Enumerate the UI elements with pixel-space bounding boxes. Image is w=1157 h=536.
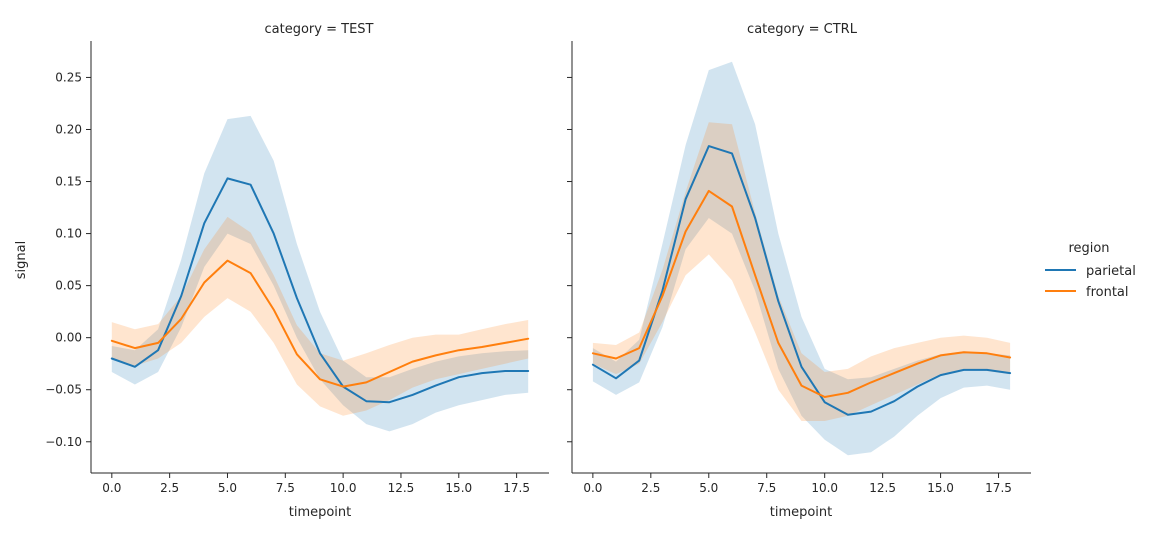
panel-title-test: category = TEST: [265, 22, 374, 37]
series-line-frontal-test: [110, 259, 530, 388]
x-tick-label-test: 0.0: [102, 481, 121, 495]
y-tick-label: 0.25: [55, 70, 82, 84]
x-tick-label-ctrl: 5.0: [699, 481, 718, 495]
panel-ctrl: category = CTRL 0.0 2.5 5.0 7.5 10.0 12.5 15.0…: [567, 22, 1031, 495]
x-tick-label-test: 7.5: [276, 481, 295, 495]
x-tick-label-ctrl: 17.5: [985, 481, 1012, 495]
y-tick-label: 0.05: [55, 279, 82, 293]
x-tick-label-ctrl: 0.0: [583, 481, 602, 495]
series-line-frontal-ctrl: [591, 189, 1012, 398]
legend-label-parietal: parietal: [1086, 264, 1136, 279]
x-axis-label-ctrl: timepoint: [770, 505, 833, 520]
x-tick-label-test: 12.5: [388, 481, 415, 495]
x-tick-label-test: 15.0: [445, 481, 472, 495]
panel-title-ctrl: category = CTRL: [747, 22, 858, 37]
ci-band-frontal-ctrl: [592, 122, 1011, 421]
x-tick-label-ctrl: 15.0: [927, 481, 954, 495]
x-tick-label-test: 5.0: [218, 481, 237, 495]
x-tick-label-ctrl: 12.5: [869, 481, 896, 495]
y-tick-label: 0.20: [55, 122, 82, 136]
y-axis-label: signal: [14, 241, 29, 279]
y-tick-label: 0.00: [55, 331, 82, 345]
ci-band-parietal-test: [111, 115, 529, 432]
series-line-parietal-ctrl: [591, 145, 1012, 416]
ci-band-frontal-test: [111, 216, 529, 416]
y-tick-label: 0.10: [55, 227, 82, 241]
x-tick-label-test: 2.5: [160, 481, 179, 495]
legend-label-frontal: frontal: [1086, 285, 1129, 300]
ci-band-parietal-ctrl: [592, 61, 1011, 456]
y-tick-label: −0.10: [45, 435, 82, 449]
y-tick-label: −0.05: [45, 383, 82, 397]
legend-title: region: [1068, 241, 1109, 256]
x-tick-label-ctrl: 2.5: [641, 481, 660, 495]
x-tick-label-test: 10.0: [330, 481, 357, 495]
x-axis-label-test: timepoint: [289, 505, 352, 520]
legend: region parietal frontal: [1045, 241, 1136, 300]
series-line-parietal-test: [110, 177, 530, 404]
y-tick-label: 0.15: [55, 175, 82, 189]
x-tick-label-ctrl: 10.0: [811, 481, 838, 495]
x-tick-label-ctrl: 7.5: [757, 481, 776, 495]
panel-test: category = TEST 0.0 2.5 5.0 7.5 10.0 12.5 15.0…: [45, 22, 549, 495]
x-tick-label-test: 17.5: [503, 481, 530, 495]
